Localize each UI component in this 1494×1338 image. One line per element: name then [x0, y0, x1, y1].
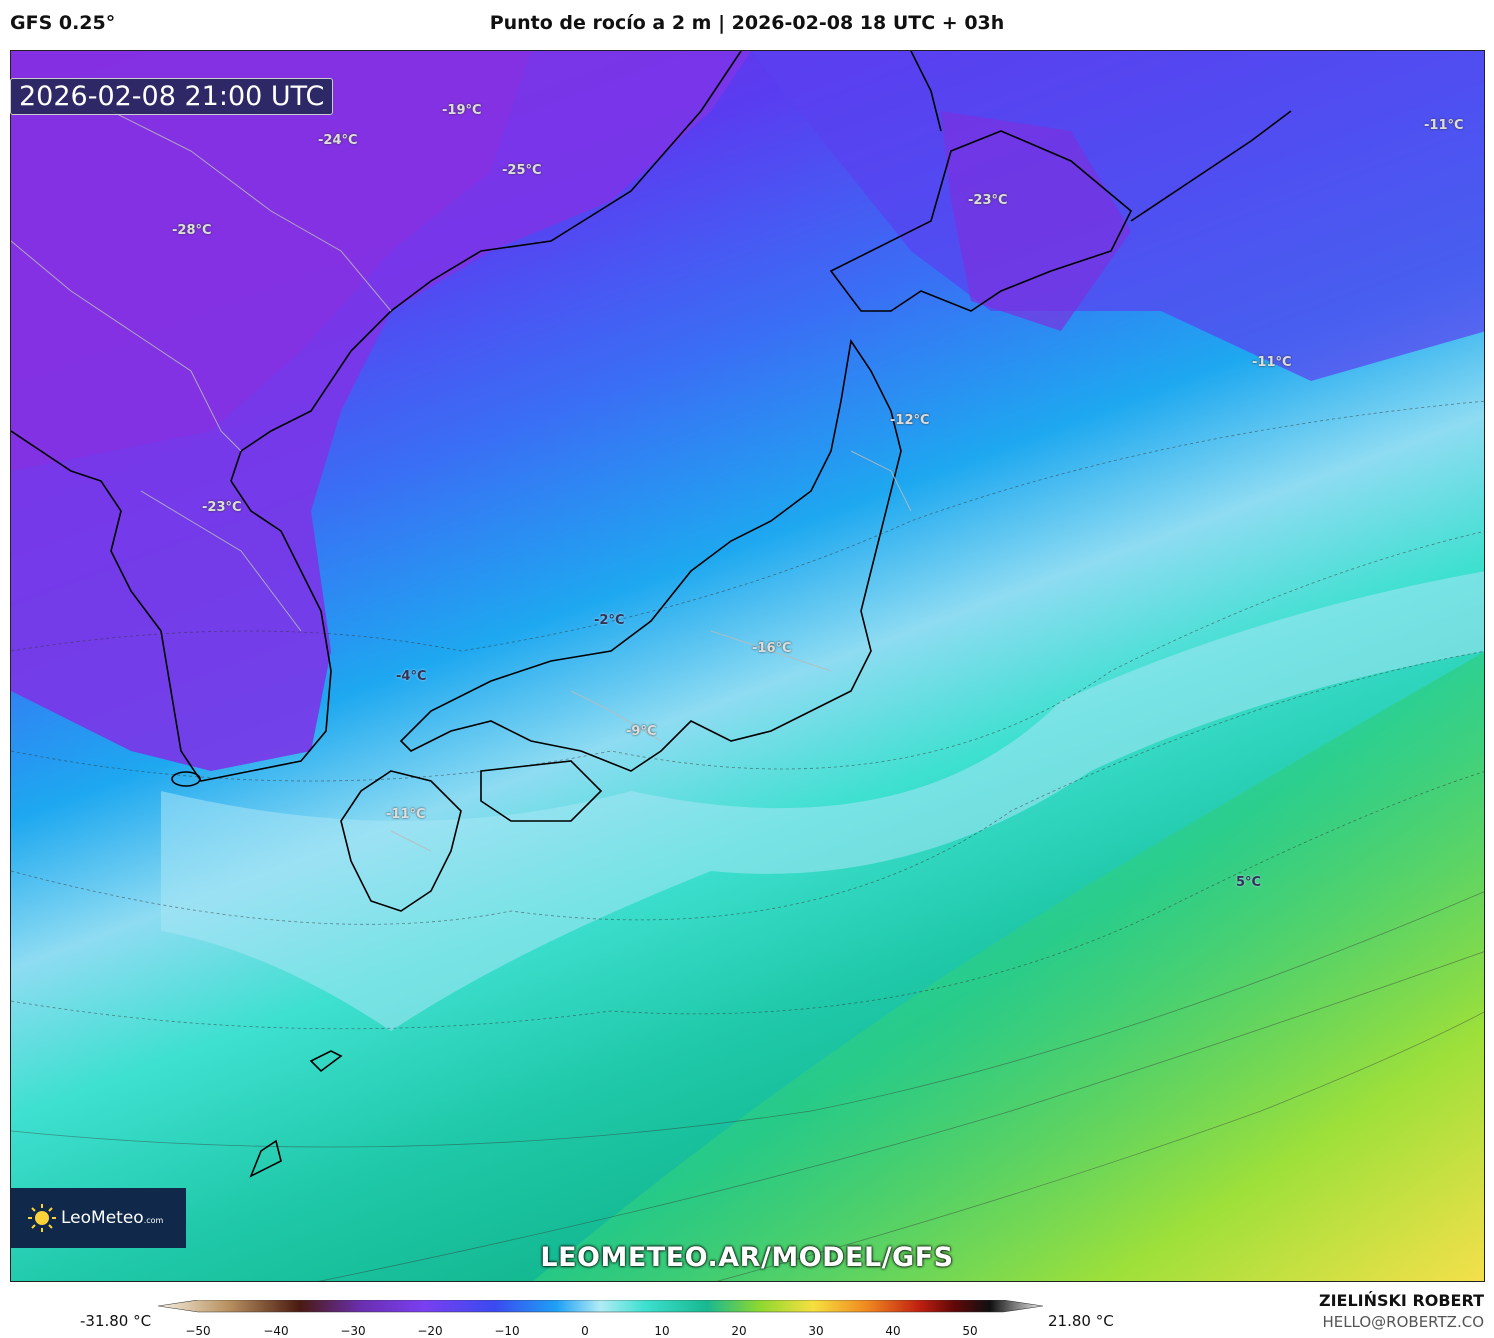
temp-label: -16°C [752, 641, 792, 656]
colorbar-tick: 10 [654, 1324, 670, 1338]
colorbar-tick: −10 [494, 1324, 520, 1338]
colorbar-min-label: -31.80 °C [80, 1312, 152, 1330]
model-label: GFS 0.25° [10, 12, 116, 34]
temp-label: -11°C [386, 807, 426, 822]
temp-label: -25°C [502, 163, 542, 178]
temp-label: -24°C [318, 133, 358, 148]
logo-name: LeoMeteo [61, 1208, 144, 1228]
author-name: ZIELIŃSKI ROBERT [1318, 1291, 1484, 1310]
temp-label: -23°C [968, 193, 1008, 208]
colorbar-tick: 40 [885, 1324, 901, 1338]
temp-label: -12°C [890, 413, 930, 428]
sun-icon [28, 1204, 56, 1232]
map-canvas [11, 51, 1484, 1281]
author-email[interactable]: HELLO@ROBERTZ.CO [1322, 1313, 1484, 1331]
map-title: Punto de rocío a 2 m | 2026-02-08 18 UTC… [489, 12, 1005, 34]
colorbar-tick: 30 [808, 1324, 824, 1338]
temp-label: -11°C [1252, 355, 1292, 370]
colorbar-tick: −20 [417, 1324, 443, 1338]
dewpoint-map[interactable] [10, 50, 1485, 1282]
colorbar-tick: 0 [581, 1324, 589, 1338]
colorbar-tick: 50 [962, 1324, 978, 1338]
temp-label: -2°C [594, 613, 625, 628]
colorbar-tick: −40 [263, 1324, 289, 1338]
colorbar-tick: 20 [731, 1324, 747, 1338]
site-url: LEOMETEO.AR/MODEL/GFS [540, 1242, 954, 1273]
valid-time-badge: 2026-02-08 21:00 UTC [10, 78, 334, 115]
temp-label: -28°C [172, 223, 212, 238]
temp-label: -4°C [396, 669, 427, 684]
colorbar [158, 1300, 1043, 1313]
temp-label: -9°C [626, 724, 657, 739]
temp-label: -23°C [202, 500, 242, 515]
temp-label: -11°C [1424, 118, 1464, 133]
temp-label: -19°C [442, 103, 482, 118]
leometeo-logo[interactable]: LeoMeteo.com [11, 1188, 186, 1248]
temp-label: 5°C [1236, 875, 1262, 890]
colorbar-tick: −30 [340, 1324, 366, 1338]
colorbar-tick: −50 [185, 1324, 211, 1338]
logo-text: LeoMeteo.com [61, 1208, 163, 1228]
colorbar-max-label: 21.80 °C [1048, 1312, 1114, 1330]
logo-suffix: .com [143, 1216, 164, 1225]
